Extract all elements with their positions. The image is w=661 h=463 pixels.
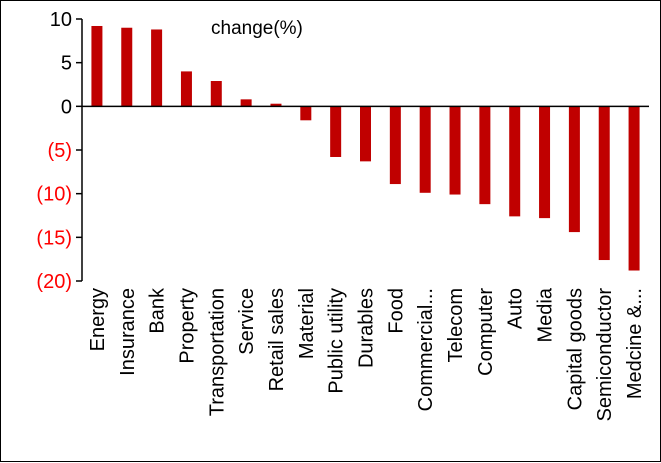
category-label: Retail sales bbox=[266, 288, 288, 391]
bars-group bbox=[91, 25, 640, 271]
bar bbox=[240, 99, 252, 107]
bar bbox=[121, 27, 133, 107]
bar bbox=[389, 106, 401, 185]
bar bbox=[479, 106, 491, 205]
y-tick-label: (20) bbox=[36, 271, 72, 293]
bar bbox=[210, 81, 222, 107]
category-label: Service bbox=[236, 288, 258, 355]
category-label: Computer bbox=[475, 288, 497, 376]
bar bbox=[360, 106, 371, 162]
y-tick-label: (10) bbox=[36, 184, 72, 206]
category-label: Capital goods bbox=[564, 288, 586, 410]
bar bbox=[330, 106, 342, 157]
bar bbox=[180, 71, 192, 107]
category-labels: Energy Insurance Bank Property Transportatio… bbox=[87, 287, 646, 421]
category-label: Insurance bbox=[117, 288, 139, 376]
y-tick-label: (5) bbox=[48, 140, 72, 162]
category-label: Commercial... bbox=[415, 288, 437, 411]
category-label: Telecom bbox=[445, 288, 467, 362]
category-label: Media bbox=[535, 287, 557, 342]
bar bbox=[270, 103, 282, 107]
category-label: Bank bbox=[147, 287, 169, 334]
category-label: Property bbox=[176, 288, 198, 364]
y-tick-label: 10 bbox=[50, 9, 72, 31]
category-label: Transportation bbox=[206, 288, 228, 416]
bar bbox=[300, 106, 312, 121]
bar bbox=[419, 106, 431, 193]
y-tick-label: (15) bbox=[36, 227, 72, 249]
category-label: Semiconductor bbox=[594, 288, 616, 422]
category-label: Food bbox=[385, 288, 407, 334]
y-tick-label: 0 bbox=[61, 96, 72, 118]
bar bbox=[509, 106, 521, 217]
bar bbox=[539, 106, 551, 219]
category-label: Public utility bbox=[326, 288, 348, 394]
bar bbox=[91, 25, 103, 107]
chart-title: change(%) bbox=[211, 18, 303, 39]
category-label: Energy bbox=[87, 288, 109, 351]
bar bbox=[151, 29, 163, 107]
bar bbox=[449, 106, 461, 195]
category-label: Material bbox=[296, 288, 318, 359]
y-tick-label: 5 bbox=[61, 53, 72, 75]
category-label: Medcine &... bbox=[624, 288, 646, 399]
category-label: Durables bbox=[356, 288, 378, 368]
bar bbox=[568, 106, 580, 233]
y-axis: 10 5 0 (5) (10) (15) (20) bbox=[36, 9, 83, 293]
category-label: Auto bbox=[505, 288, 527, 329]
bar bbox=[598, 106, 610, 261]
bar bbox=[628, 106, 640, 271]
